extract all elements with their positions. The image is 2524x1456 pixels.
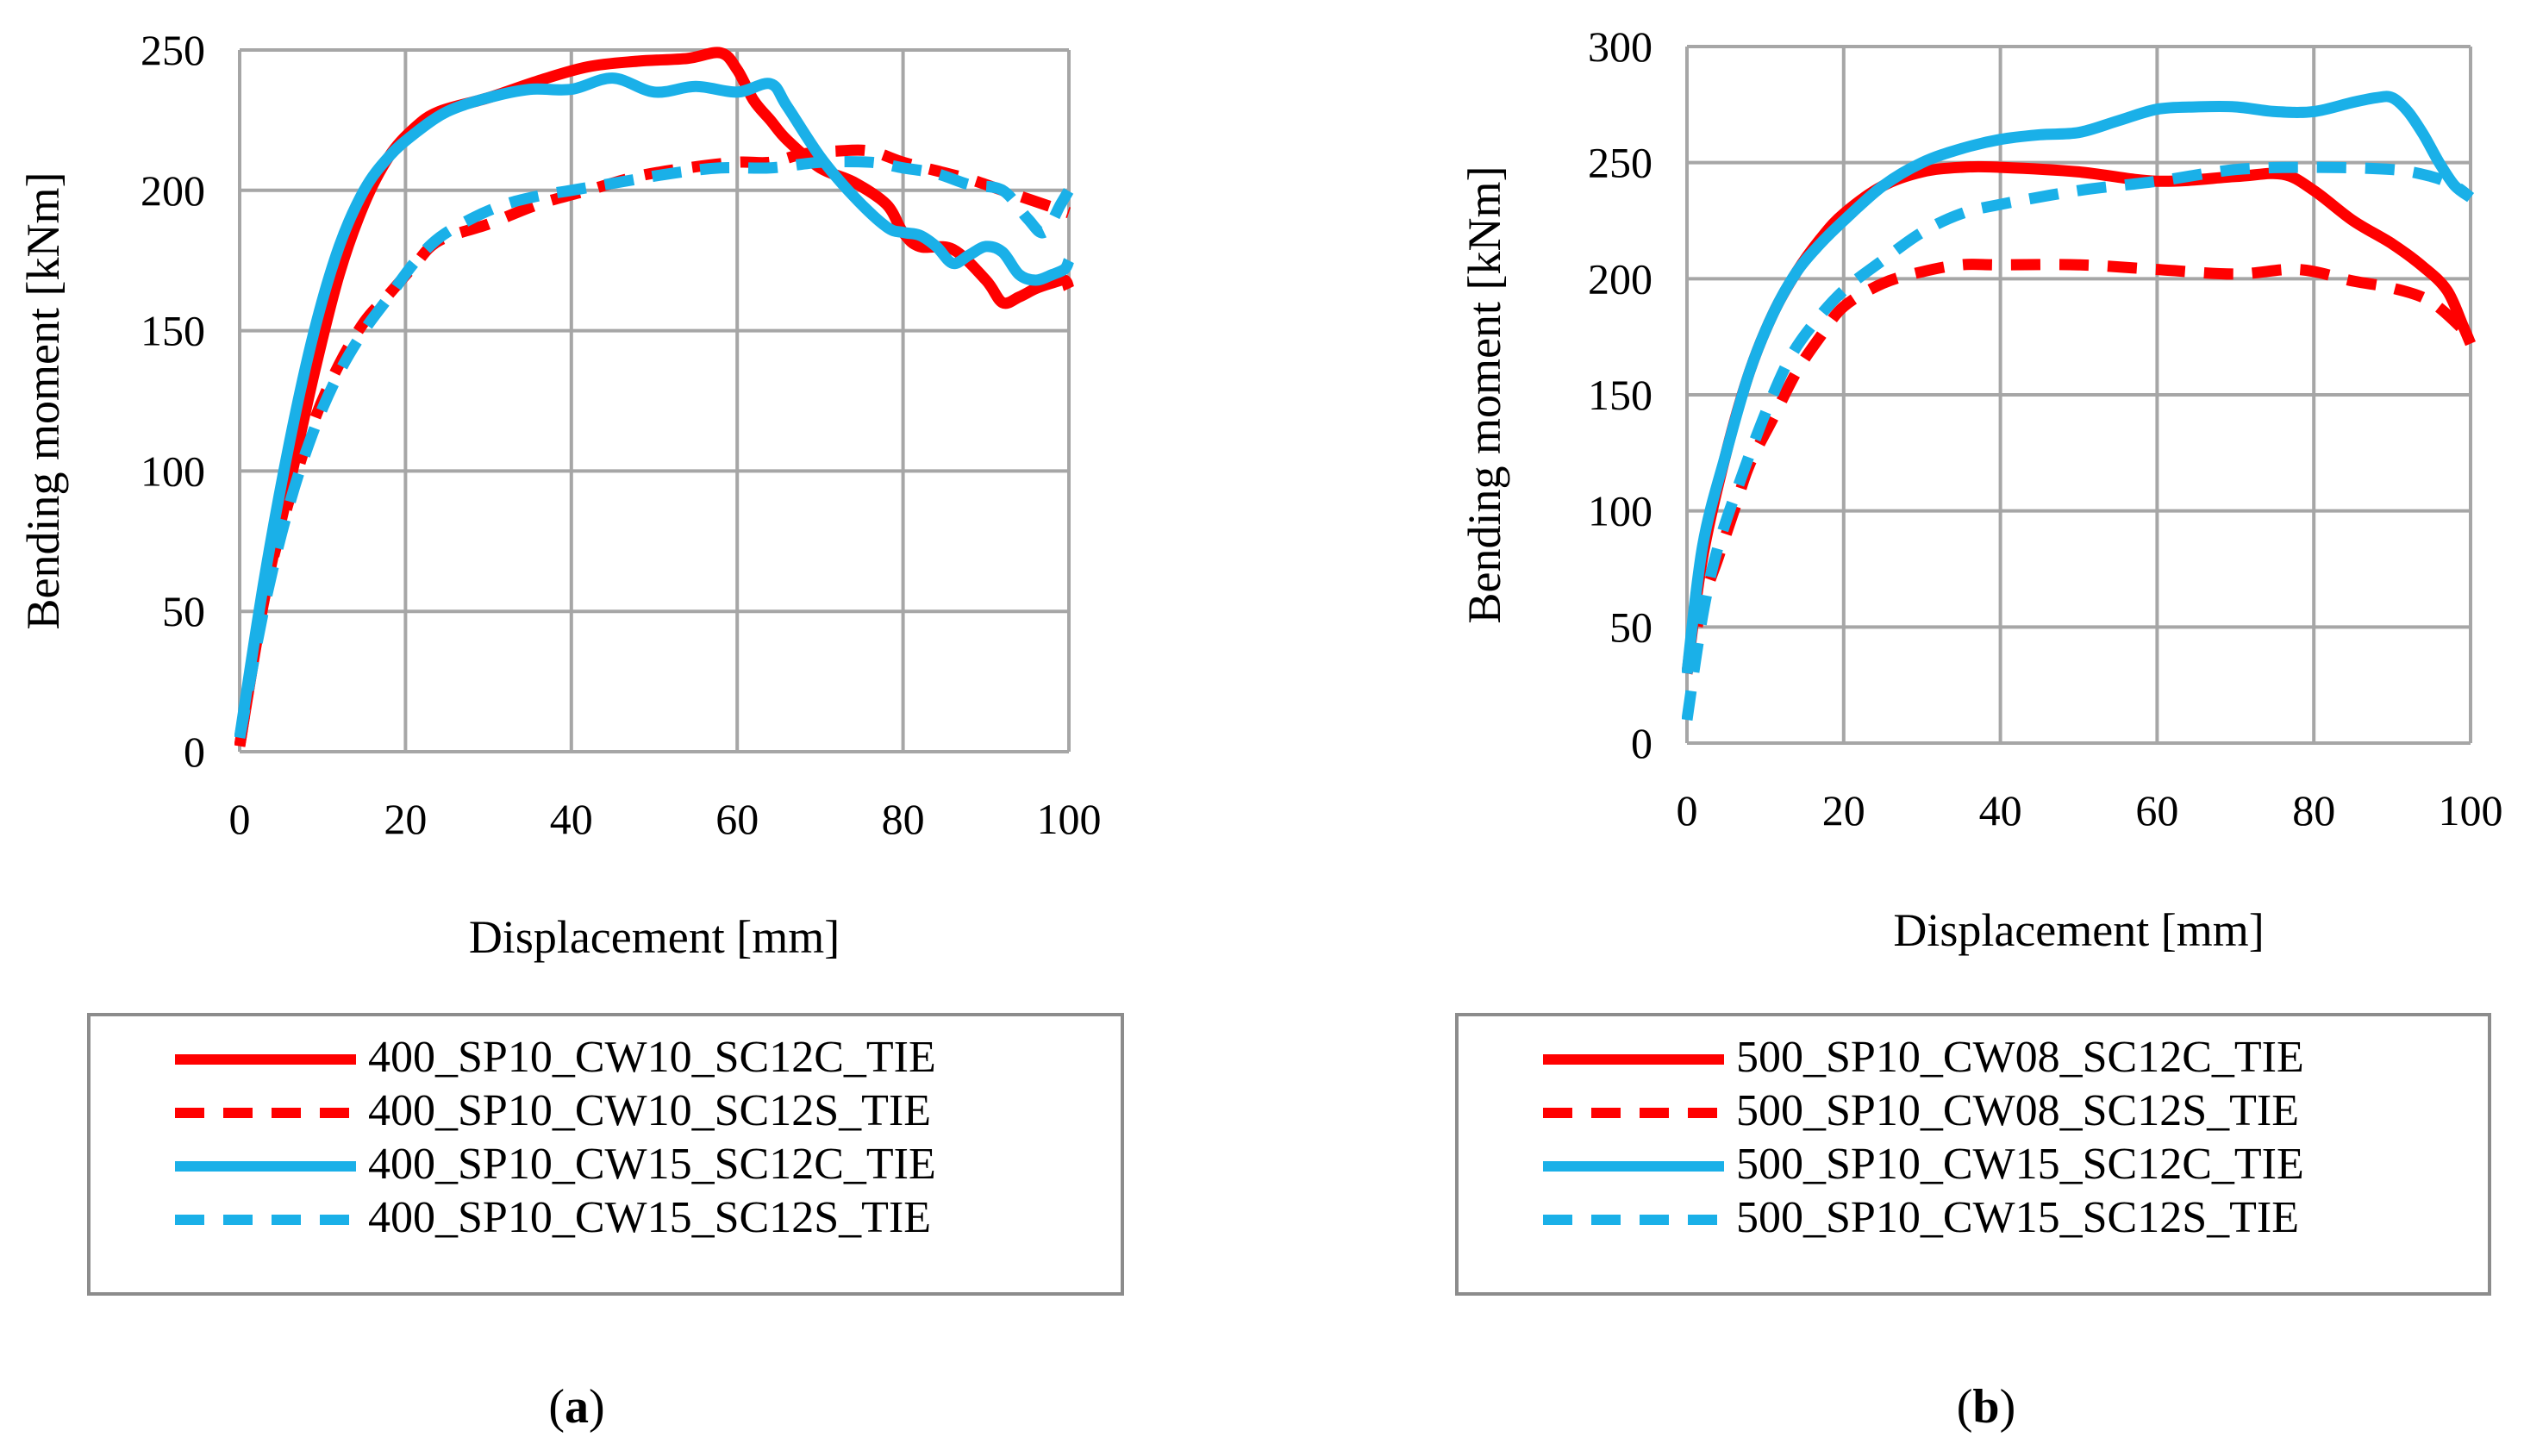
y-tick-label: 150 [141, 307, 205, 355]
y-tick-label: 250 [1588, 139, 1652, 187]
legend-label: 400_SP10_CW15_SC12C_TIE [368, 1140, 936, 1189]
x-tick-label: 80 [882, 795, 925, 843]
chart-a: 0 50 100 150 200 250 0 20 40 60 80 100 Displacement … [17, 26, 1124, 1434]
legend-label: 500_SP10_CW08_SC12C_TIE [1736, 1033, 2304, 1082]
series-line-400-sp10-cw10-sc12s-tie [234, 144, 1071, 747]
x-tick-label: 0 [1677, 786, 1698, 834]
legend-label: 400_SP10_CW10_SC12S_TIE [368, 1086, 931, 1135]
x-tick-label: 100 [2439, 786, 2503, 834]
y-tick-label: 50 [1609, 603, 1652, 651]
series-group [1682, 91, 2476, 722]
y-tick-label: 200 [1588, 254, 1652, 303]
y-tick-label: 100 [1588, 487, 1652, 535]
legend-label: 400_SP10_CW10_SC12C_TIE [368, 1033, 936, 1082]
legend-label: 500_SP10_CW15_SC12C_TIE [1736, 1140, 2304, 1189]
x-tick-label: 60 [2135, 786, 2178, 834]
x-tick-label: 40 [1979, 786, 2022, 834]
series-line-400-sp10-cw15-sc12s-tie [234, 155, 1074, 739]
y-tick-label: 50 [162, 587, 205, 635]
series-line-400-sp10-cw10-sc12c-tie [234, 47, 1075, 747]
y-tick-label: 0 [1631, 719, 1652, 767]
y-axis-title: Bending moment [kNm] [1459, 166, 1510, 624]
series-line-400-sp10-cw15-sc12c-tie [234, 72, 1075, 739]
legend-label: 500_SP10_CW15_SC12S_TIE [1736, 1193, 2299, 1242]
x-tick-label: 40 [550, 795, 593, 843]
y-tick-label: 300 [1588, 22, 1652, 71]
y-tick-label: 100 [141, 447, 205, 495]
x-axis-title: Displacement [mm] [1893, 904, 2264, 956]
chart-b: 0 50 100 150 200 250 300 0 20 40 60 80 100 Displaceme… [1455, 22, 2503, 1434]
y-tick-label: 150 [1588, 371, 1652, 419]
legend-label: 500_SP10_CW08_SC12S_TIE [1736, 1086, 2299, 1135]
x-axis-title: Displacement [mm] [469, 911, 840, 963]
y-tick-label: 250 [141, 26, 205, 74]
x-tick-label: 20 [384, 795, 427, 843]
series-line-500-sp10-cw08-sc12c-tie [1682, 160, 2476, 675]
series-line-500-sp10-cw15-sc12c-tie [1682, 91, 2474, 674]
legend-label: 400_SP10_CW15_SC12S_TIE [368, 1193, 931, 1242]
y-tick-label: 0 [184, 728, 205, 776]
x-tick-label: 100 [1037, 795, 1102, 843]
x-tick-label: 60 [715, 795, 759, 843]
x-tick-label: 0 [229, 795, 251, 843]
series-line-500-sp10-cw08-sc12s-tie [1682, 259, 2475, 675]
panel-caption: (b) [1957, 1380, 2015, 1434]
x-tick-label: 20 [1822, 786, 1865, 834]
panel-caption: (a) [548, 1380, 604, 1434]
series-line-500-sp10-cw15-sc12s-tie [1682, 161, 2475, 722]
x-tick-label: 80 [2292, 786, 2335, 834]
y-tick-label: 200 [141, 166, 205, 215]
y-axis-title: Bending moment [kNm] [17, 172, 69, 630]
series-group [234, 47, 1075, 747]
